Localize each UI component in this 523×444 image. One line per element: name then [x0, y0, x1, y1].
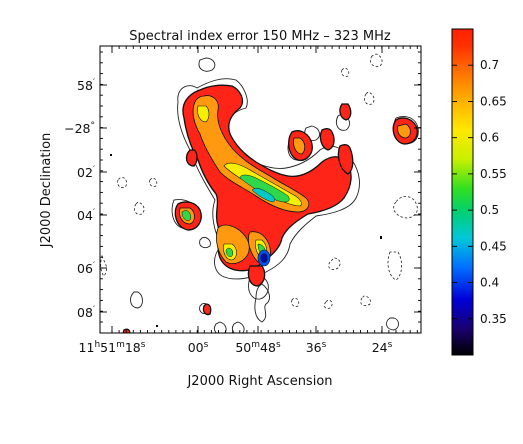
colorbar-ticks: 0.35 0.4 0.45 0.5 0.55 0.6 0.65 0.7 — [452, 58, 507, 326]
y-axis-label: J2000 Declination — [39, 133, 54, 249]
colorbar-tick-label: 0.55 — [480, 167, 507, 181]
colorbar-tick-label: 0.35 — [480, 312, 507, 326]
x-tick-labels: 11h51m18s 00s 50m48s 36s 24s — [79, 340, 393, 355]
colorbar-tick-label: 0.65 — [480, 94, 507, 108]
colorbar-tick-label: 0.7 — [480, 58, 499, 72]
colorbar-tick-label: 0.45 — [480, 239, 507, 253]
colorbar-tick-label: 0.5 — [480, 203, 499, 217]
axis-ticks — [100, 46, 421, 333]
plot-area — [100, 46, 421, 333]
y-tick-label: 02′ — [77, 165, 95, 180]
y-tick-label: 08′ — [77, 305, 95, 320]
y-tick-label: 58′ — [77, 78, 95, 93]
plot-frame — [99, 45, 422, 334]
colorbar-tick-label: 0.6 — [480, 131, 499, 145]
x-tick-label: 50m48s — [235, 340, 281, 355]
x-tick-label: 24s — [372, 340, 393, 355]
colorbar — [451, 28, 474, 356]
chart-title: Spectral index error 150 MHz – 323 MHz — [129, 29, 391, 44]
colorbar-tick-label: 0.4 — [480, 276, 499, 290]
y-tick-label: −28° — [64, 121, 95, 136]
noise-dots — [110, 154, 382, 327]
y-tick-label: 06′ — [77, 261, 95, 276]
x-tick-label: 00s — [188, 340, 209, 355]
emission-cyan — [251, 188, 275, 203]
x-tick-label: 36s — [306, 340, 327, 355]
x-axis-label: J2000 Right Ascension — [186, 374, 332, 389]
x-tick-label: 11h51m18s — [79, 340, 146, 355]
y-tick-label: 04′ — [77, 208, 95, 223]
y-tick-labels: 58′ −28° 02′ 04′ 06′ 08′ — [64, 78, 95, 320]
emission-blue — [257, 249, 271, 267]
